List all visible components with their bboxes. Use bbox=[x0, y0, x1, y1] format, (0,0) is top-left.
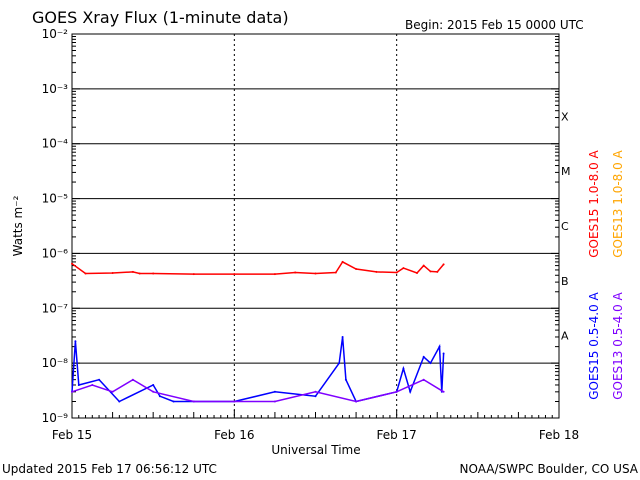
y-tick-label: 10⁻⁴ bbox=[42, 137, 69, 151]
x-tick-label: Feb 15 bbox=[52, 428, 92, 442]
series-point bbox=[158, 395, 161, 398]
flare-class-labels: A B C M X bbox=[561, 110, 571, 342]
flare-class-M: M bbox=[561, 165, 571, 178]
series-point bbox=[131, 270, 134, 273]
series-point bbox=[273, 400, 276, 403]
plot-frame bbox=[71, 33, 560, 419]
series-point bbox=[338, 362, 341, 365]
series-point bbox=[71, 390, 73, 393]
legend-entry: GOES13 1.0-8.0 A bbox=[611, 149, 625, 257]
y-tick-label: 10⁻⁷ bbox=[42, 301, 69, 315]
series-point bbox=[416, 272, 418, 274]
series-point bbox=[402, 267, 405, 270]
y-axis-ticks: 10⁻⁹ 10⁻⁸ 10⁻⁷ 10⁻⁶ 10⁻⁵ 10⁻⁴ 10⁻³ 10⁻² bbox=[42, 27, 559, 425]
series-point bbox=[71, 262, 73, 265]
series-point bbox=[422, 355, 425, 358]
chart-title: GOES Xray Flux (1-minute data) bbox=[32, 8, 289, 27]
series-point bbox=[74, 340, 77, 343]
series-point bbox=[429, 270, 432, 273]
y-tick-label: 10⁻² bbox=[42, 27, 69, 41]
series-point bbox=[273, 273, 276, 276]
series-point bbox=[355, 400, 358, 403]
series-point bbox=[402, 367, 405, 370]
series-point bbox=[91, 384, 94, 386]
flare-class-C: C bbox=[561, 220, 569, 233]
series-point bbox=[98, 378, 101, 381]
y-tick-label: 10⁻⁸ bbox=[42, 356, 69, 370]
series-point bbox=[233, 400, 236, 403]
series-point bbox=[442, 352, 445, 355]
series-point bbox=[152, 390, 155, 393]
series-point bbox=[111, 272, 114, 274]
series-point bbox=[395, 271, 398, 274]
series-point bbox=[273, 390, 276, 393]
series-point bbox=[344, 378, 347, 381]
begin-label: Begin: 2015 Feb 15 0000 UTC bbox=[405, 18, 584, 32]
x-tick-label: Feb 18 bbox=[539, 428, 579, 442]
legend-entry: GOES15 1.0-8.0 A bbox=[587, 149, 601, 257]
series-point bbox=[409, 390, 412, 393]
series-point bbox=[375, 270, 378, 273]
x-axis-ticks: Feb 15 Feb 16 Feb 17 Feb 18 bbox=[52, 410, 579, 442]
series-point bbox=[152, 272, 155, 275]
credit-label: NOAA/SWPC Boulder, CO USA bbox=[460, 462, 639, 476]
series-point bbox=[314, 272, 317, 275]
series-point bbox=[84, 272, 87, 275]
flare-class-A: A bbox=[561, 330, 569, 343]
y-tick-label: 10⁻³ bbox=[42, 82, 69, 96]
series-point bbox=[341, 336, 344, 338]
series-point bbox=[314, 390, 317, 393]
series-point bbox=[138, 272, 141, 275]
series-point bbox=[118, 400, 121, 403]
legend: GOES15 1.0-8.0 A GOES13 1.0-8.0 A GOES15 0… bbox=[587, 149, 625, 399]
series-point bbox=[294, 271, 297, 274]
series-point bbox=[152, 384, 155, 386]
x-tick-label: Feb 16 bbox=[214, 428, 254, 442]
y-tick-label: 10⁻⁹ bbox=[42, 411, 69, 425]
x-tick-label: Feb 17 bbox=[376, 428, 416, 442]
y-axis-label: Watts m⁻² bbox=[11, 195, 25, 256]
series-point bbox=[131, 378, 134, 381]
series-point bbox=[192, 273, 195, 276]
series-point bbox=[436, 270, 439, 273]
data-series bbox=[71, 260, 445, 403]
series-point bbox=[233, 273, 236, 276]
series-point bbox=[442, 263, 445, 266]
series-point bbox=[429, 362, 432, 365]
flare-class-X: X bbox=[561, 110, 569, 123]
series-point bbox=[111, 390, 114, 393]
plot-grid bbox=[72, 34, 559, 418]
series-line-2 bbox=[71, 336, 445, 403]
y-tick-label: 10⁻⁵ bbox=[42, 192, 69, 206]
series-point bbox=[442, 390, 445, 393]
series-point bbox=[172, 400, 175, 403]
x-axis-label: Universal Time bbox=[271, 443, 360, 457]
updated-label: Updated 2015 Feb 17 06:56:12 UTC bbox=[2, 462, 217, 476]
series-point bbox=[355, 268, 358, 270]
y-tick-label: 10⁻⁶ bbox=[42, 246, 69, 260]
legend-entry: GOES15 0.5-4.0 A bbox=[587, 291, 601, 399]
legend-entry: GOES13 0.5-4.0 A bbox=[611, 291, 625, 399]
series-point bbox=[314, 395, 317, 398]
series-point bbox=[341, 260, 344, 263]
series-line-0 bbox=[71, 260, 445, 275]
series-point bbox=[422, 378, 425, 381]
series-point bbox=[422, 264, 425, 267]
series-point bbox=[395, 390, 398, 393]
series-point bbox=[77, 384, 80, 386]
series-point bbox=[438, 345, 441, 348]
series-point bbox=[334, 271, 337, 274]
flare-class-B: B bbox=[561, 275, 569, 288]
series-point bbox=[192, 400, 195, 403]
